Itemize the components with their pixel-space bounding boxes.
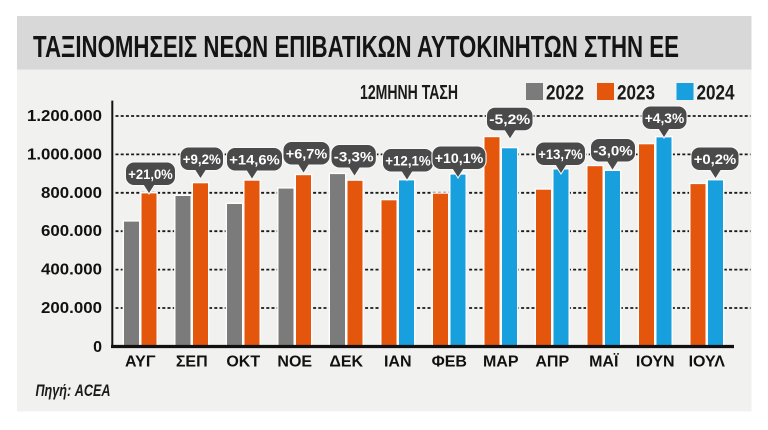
svg-text:Πηγή: ACEA: Πηγή: ACEA [36,381,111,400]
svg-text:ΑΥΓ: ΑΥΓ [125,354,156,371]
svg-text:+12,1%: +12,1% [385,152,431,168]
svg-text:600.000: 600.000 [41,223,102,240]
svg-text:ΔΕΚ: ΔΕΚ [329,354,363,371]
svg-text:-3,3%: -3,3% [334,148,374,164]
svg-text:2024: 2024 [697,82,735,105]
svg-text:+10,1%: +10,1% [435,150,484,166]
svg-text:200.000: 200.000 [41,300,102,317]
svg-text:0: 0 [93,339,102,356]
svg-text:2022: 2022 [546,82,584,105]
svg-text:ΙΟΥΛ: ΙΟΥΛ [689,354,726,371]
svg-text:1.000.000: 1.000.000 [27,146,102,163]
svg-text:ΦΕΒ: ΦΕΒ [432,354,467,371]
svg-text:+21,0%: +21,0% [128,166,173,182]
svg-text:+4,3%: +4,3% [645,110,685,126]
svg-text:ΝΟΕ: ΝΟΕ [277,354,312,371]
svg-text:ΤΑΞΙΝΟΜΗΣΕΙΣ ΝΕΩΝ ΕΠΙΒΑΤΙΚΩΝ Α: ΤΑΞΙΝΟΜΗΣΕΙΣ ΝΕΩΝ ΕΠΙΒΑΤΙΚΩΝ ΑΥΤΟΚΙΝΗΤΩΝ… [33,29,679,64]
svg-text:ΜΑΪ: ΜΑΪ [589,353,619,371]
svg-text:12ΜΗΝΗ ΤΑΣΗ: 12ΜΗΝΗ ΤΑΣΗ [360,82,458,104]
svg-text:-3,0%: -3,0% [593,142,633,158]
svg-text:2023: 2023 [617,82,655,105]
svg-text:+0,2%: +0,2% [694,151,737,167]
svg-text:ΙΟΥΝ: ΙΟΥΝ [636,354,675,371]
svg-text:1.200.000: 1.200.000 [27,108,102,125]
svg-text:800.000: 800.000 [41,185,102,202]
svg-text:ΜΑΡ: ΜΑΡ [483,354,519,371]
svg-text:ΣΕΠ: ΣΕΠ [176,354,208,371]
svg-text:+9,2%: +9,2% [183,151,222,167]
svg-text:+14,6%: +14,6% [229,151,280,167]
svg-text:-5,2%: -5,2% [489,111,531,127]
svg-text:400.000: 400.000 [41,262,102,279]
svg-text:ΟΚΤ: ΟΚΤ [226,354,260,371]
svg-text:ΙΑΝ: ΙΑΝ [384,354,412,371]
svg-text:ΑΠΡ: ΑΠΡ [535,354,569,371]
svg-text:+13,7%: +13,7% [538,146,583,162]
svg-text:+6,7%: +6,7% [286,145,328,161]
